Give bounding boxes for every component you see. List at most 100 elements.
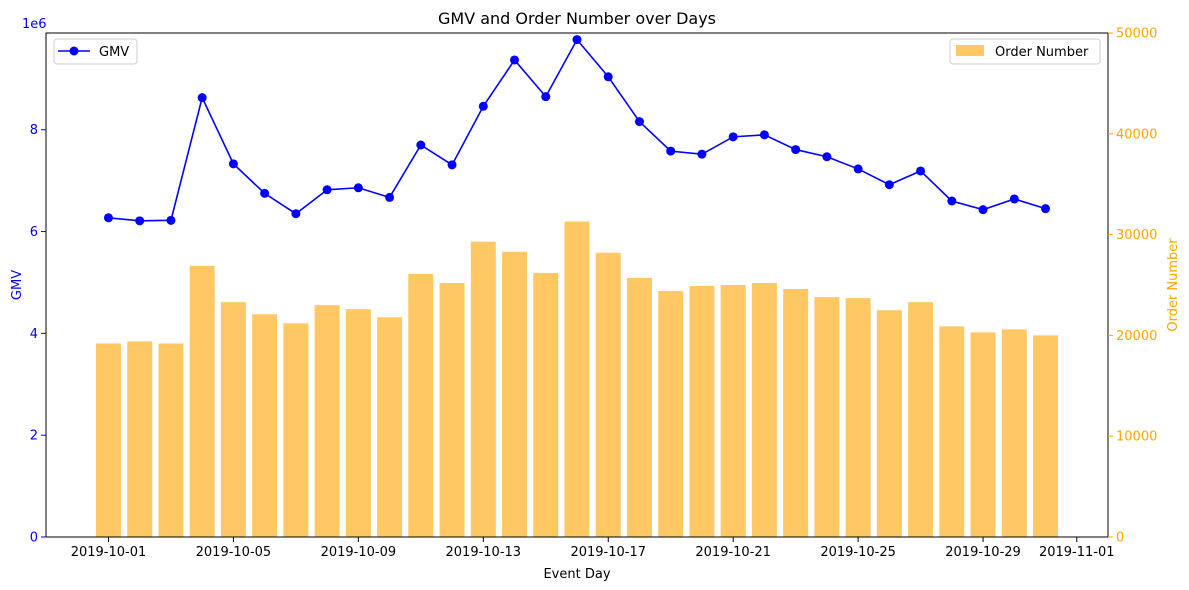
y-left-axis-label: GMV (10, 270, 25, 300)
y-left-tick-label: 2 (30, 429, 38, 444)
gmv-point (322, 185, 332, 195)
order-number-bar (95, 343, 121, 537)
order-number-bar (845, 298, 871, 537)
order-number-bar (189, 265, 215, 537)
gmv-point (947, 196, 957, 206)
gmv-point (510, 55, 520, 65)
legend-order-box (949, 38, 1101, 65)
gmv-point (541, 92, 551, 102)
gmv-point (791, 145, 801, 155)
order-number-bar (876, 310, 902, 537)
gmv-point (135, 216, 145, 226)
y-left-tick-label: 8 (30, 123, 38, 138)
order-number-bar (908, 302, 934, 537)
gmv-point (447, 160, 457, 170)
legend-gmv-marker (69, 46, 79, 56)
gmv-point (603, 72, 613, 82)
gmv-point (697, 149, 707, 159)
order-number-bar (127, 341, 153, 537)
y-right-tick-label: 10000 (1116, 430, 1157, 445)
y-right-tick-label: 50000 (1116, 27, 1157, 42)
gmv-point (1041, 204, 1051, 214)
order-number-bar (220, 302, 246, 537)
y-right-tick-label: 30000 (1116, 228, 1157, 243)
order-number-bar (283, 323, 309, 537)
order-number-bar (377, 317, 403, 537)
order-number-bar (626, 277, 652, 537)
x-tick-label: 2019-10-29 (945, 545, 1021, 560)
legend-order-label: Order Number (995, 45, 1089, 60)
gmv-point (728, 132, 738, 142)
gmv-point (759, 130, 769, 140)
gmv-point (978, 205, 988, 215)
line-layer (103, 35, 1051, 226)
x-tick-label: 2019-10-09 (321, 545, 397, 560)
y-right-axis-label: Order Number (1166, 238, 1181, 332)
legend-order-swatch (956, 45, 984, 56)
plot-frame (45, 32, 1109, 538)
gmv-point (916, 166, 926, 176)
x-tick-label: 2019-10-01 (71, 545, 147, 560)
order-number-bar (720, 285, 746, 537)
gmv-point (822, 152, 832, 162)
order-number-bar (814, 297, 840, 537)
order-number-bar (751, 282, 777, 537)
y-right-tick-label: 40000 (1116, 127, 1157, 142)
x-tick-label: 2019-10-17 (570, 545, 646, 560)
bars-layer (95, 221, 1059, 537)
left-axis-multiplier: 1e6 (22, 17, 47, 32)
x-axis-label: Event Day (543, 567, 610, 582)
order-number-bar (314, 305, 340, 537)
gmv-point (260, 188, 270, 198)
x-tick-label: 2019-10-25 (820, 545, 896, 560)
gmv-line (108, 38, 1046, 222)
order-number-bar (689, 286, 715, 537)
gmv-point (572, 35, 582, 45)
gmv-point (666, 146, 676, 156)
x-tick-label: 2019-10-05 (196, 545, 272, 560)
order-number-bar (564, 221, 590, 537)
gmv-point (197, 93, 207, 103)
y-left-tick-label: 6 (30, 225, 38, 240)
gmv-point (385, 192, 395, 202)
order-number-bar (439, 282, 465, 537)
order-number-bar (533, 272, 559, 537)
y-right-tick-label: 0 (1116, 531, 1124, 546)
chart-title: GMV and Order Number over Days (438, 9, 716, 28)
gmv-point (291, 209, 301, 219)
order-number-bar (970, 332, 996, 537)
y-left-tick-label: 0 (30, 531, 38, 546)
gmv-point (166, 215, 176, 225)
order-number-bar (502, 251, 528, 537)
order-number-bar (939, 326, 965, 537)
gmv-point (228, 159, 238, 169)
gmv-point (853, 164, 863, 174)
gmv-point (103, 213, 113, 223)
gmv-point (884, 180, 894, 190)
x-tick-label: 2019-10-21 (695, 545, 771, 560)
order-number-bar (252, 314, 278, 537)
gmv-point (634, 117, 644, 127)
gmv-point (353, 183, 363, 193)
axes-layer: 2019-10-01 2019-10-05 2019-10-09 2019-10-13… (30, 27, 1158, 561)
y-right-tick-label: 20000 (1116, 329, 1157, 344)
order-number-bar (345, 309, 371, 537)
gmv-point (1009, 194, 1019, 204)
order-number-bar (1033, 335, 1059, 537)
order-number-bar (1001, 329, 1027, 537)
order-number-bar (658, 291, 684, 537)
order-number-bar (783, 289, 809, 537)
order-number-bar (470, 241, 496, 537)
x-tick-label: 2019-10-13 (446, 545, 522, 560)
legend-layer: GMV Order Number (53, 38, 1101, 65)
x-tick-label: 2019-11-01 (1039, 545, 1115, 560)
legend-gmv-box (53, 38, 138, 65)
gmv-point (416, 140, 426, 150)
order-number-bar (158, 343, 184, 537)
order-number-bar (408, 273, 434, 537)
y-left-tick-label: 4 (30, 327, 38, 342)
legend-gmv-label: GMV (99, 45, 129, 60)
order-number-bar (595, 252, 621, 537)
